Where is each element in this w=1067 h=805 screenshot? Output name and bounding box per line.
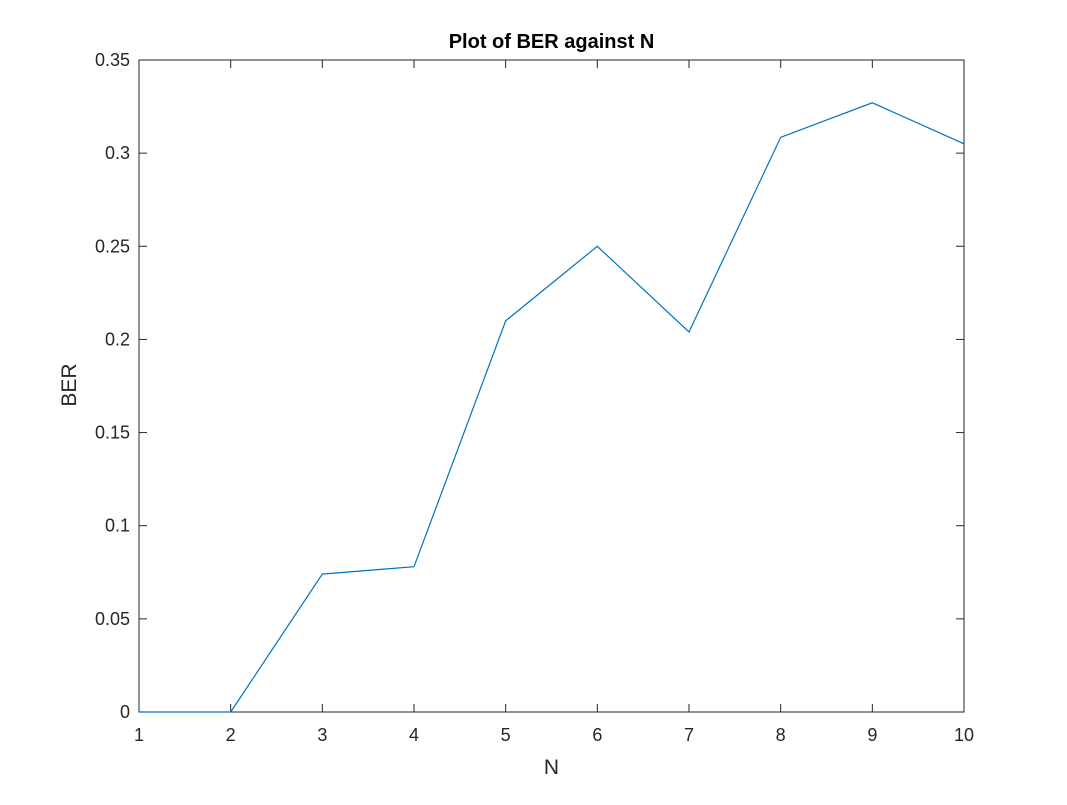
y-tick-label: 0.15 bbox=[95, 423, 130, 443]
x-axis-label: N bbox=[544, 756, 559, 779]
y-tick-label: 0.1 bbox=[105, 516, 130, 536]
axes: 1 2 3 4 5 6 7 8 9 10 0 0.05 0.1 0.15 0.2 0.25 0.3 0.35 bbox=[95, 50, 974, 745]
plot-area-box bbox=[138, 59, 965, 713]
series-line bbox=[139, 102, 965, 713]
x-tick-label: 7 bbox=[684, 725, 694, 745]
y-tick-label: 0.2 bbox=[105, 329, 130, 349]
x-tick-label: 1 bbox=[134, 725, 144, 745]
x-tick-label: 9 bbox=[867, 725, 877, 745]
chart-title: Plot of BER against N bbox=[449, 31, 655, 53]
y-tick-label: 0.25 bbox=[95, 236, 130, 256]
x-tick-label: 6 bbox=[592, 725, 602, 745]
x-tick-label: 2 bbox=[226, 725, 236, 745]
y-axis-label: BER bbox=[58, 363, 81, 406]
y-tick-label: 0 bbox=[120, 702, 130, 722]
y-tick-label: 0.35 bbox=[95, 50, 130, 70]
x-tick-label: 3 bbox=[317, 725, 327, 745]
x-tick-label: 5 bbox=[501, 725, 511, 745]
y-tick-label: 0.05 bbox=[95, 609, 130, 629]
series-layer bbox=[139, 102, 965, 713]
x-tick-label: 8 bbox=[776, 725, 786, 745]
x-tick-label: 10 bbox=[954, 725, 974, 745]
x-tick-label: 4 bbox=[409, 725, 419, 745]
y-tick-label: 0.3 bbox=[105, 143, 130, 163]
